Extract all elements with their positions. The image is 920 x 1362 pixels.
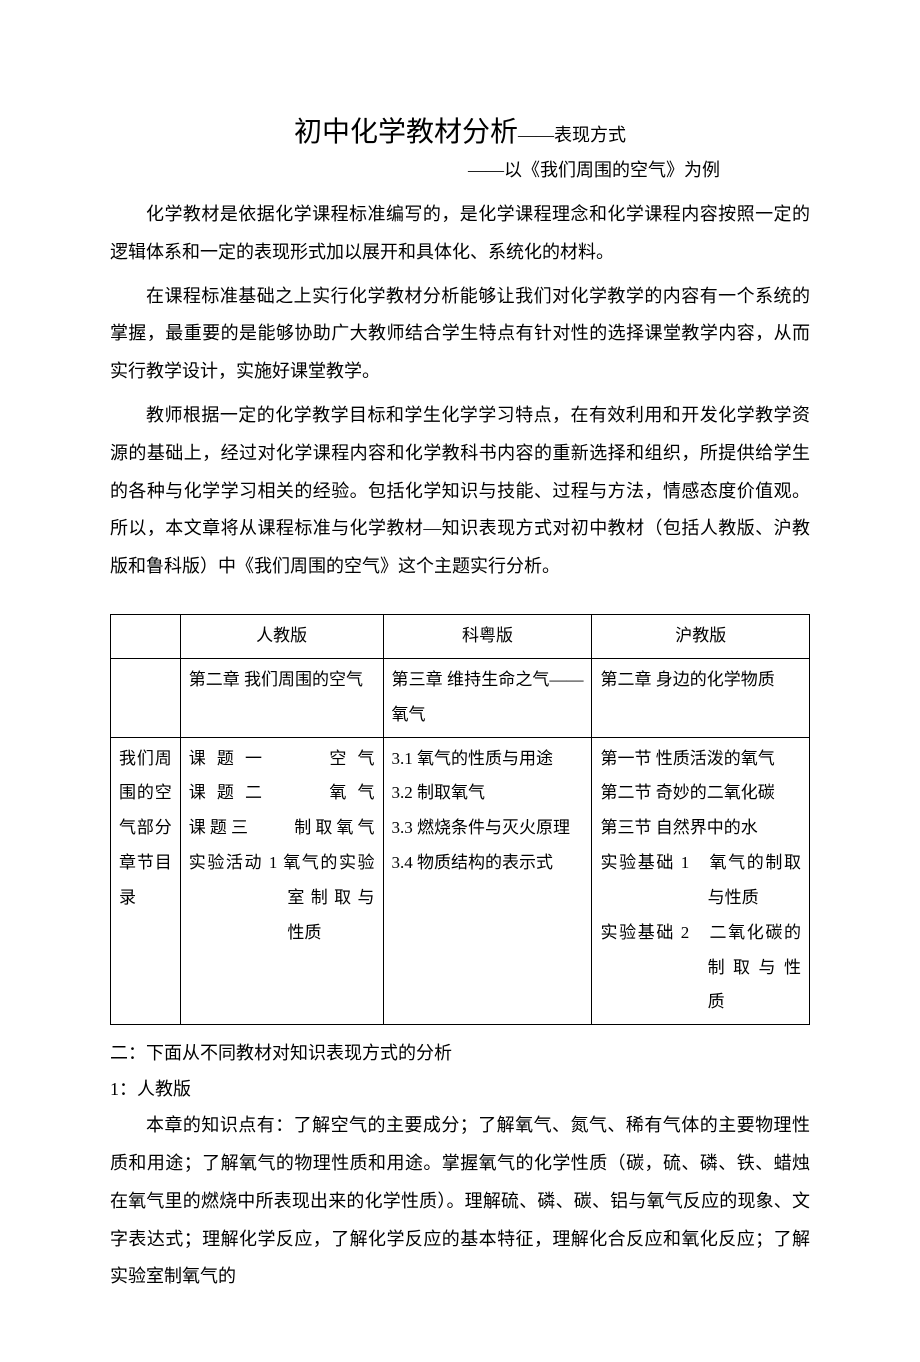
r2c3-l2: 第二节 奇妙的二氧化碳 bbox=[600, 776, 801, 811]
r2c1-l1: 课题一 空气 bbox=[189, 742, 375, 777]
cell-r1c3: 第二章 身边的化学物质 bbox=[592, 658, 810, 737]
cell-r1c2: 第三章 维持生命之气——氧气 bbox=[383, 658, 592, 737]
header-hujiao: 沪教版 bbox=[592, 614, 810, 658]
r2c3-l1: 第一节 性质活泼的氧气 bbox=[600, 742, 801, 777]
table-row-contents: 我们周围的空气部分章节目录 课题一 空气 课题二 氧气 课题三 制取氧气 实验活… bbox=[111, 737, 810, 1025]
r2c1-l4: 实验活动 1 氧气的实验 bbox=[189, 846, 375, 881]
paragraph-4: 本章的知识点有：了解空气的主要成分；了解氧气、氮气、稀有气体的主要物理性质和用途… bbox=[110, 1107, 810, 1296]
title-sub: 表现方式 bbox=[554, 125, 626, 145]
comparison-table: 人教版 科粤版 沪教版 第二章 我们周围的空气 第三章 维持生命之气——氧气 第… bbox=[110, 614, 810, 1025]
cell-r2c2: 3.1 氧气的性质与用途 3.2 制取氧气 3.3 燃烧条件与灭火原理 3.4 … bbox=[383, 737, 592, 1025]
cell-r1c1: 第二章 我们周围的空气 bbox=[180, 658, 383, 737]
cell-r1c0 bbox=[111, 658, 181, 737]
cell-r2c1: 课题一 空气 课题二 氧气 课题三 制取氧气 实验活动 1 氧气的实验 室制取与… bbox=[180, 737, 383, 1025]
r2c3-l5: 与性质 bbox=[600, 881, 801, 916]
r2c1-l5: 室制取与 bbox=[189, 881, 375, 916]
title-dash: —— bbox=[518, 125, 554, 145]
r2c1-l2: 课题二 氧气 bbox=[189, 776, 375, 811]
paragraph-2: 在课程标准基础之上实行化学教材分析能够让我们对化学教学的内容有一个系统的掌握，最… bbox=[110, 278, 810, 391]
table-header-row: 人教版 科粤版 沪教版 bbox=[111, 614, 810, 658]
document-title: 初中化学教材分析——表现方式 bbox=[110, 110, 810, 150]
header-keyue: 科粤版 bbox=[383, 614, 592, 658]
r2c3-l8: 质 bbox=[600, 985, 801, 1020]
r2c3-l7: 制取与性 bbox=[600, 951, 801, 986]
paragraph-3: 教师根据一定的化学教学目标和学生化学学习特点，在有效利用和开发化学教学资源的基础… bbox=[110, 397, 810, 586]
header-renjiao: 人教版 bbox=[180, 614, 383, 658]
section-2-1-heading: 1：人教版 bbox=[110, 1071, 810, 1107]
r2c1-l6: 性质 bbox=[189, 916, 375, 951]
r2c3-l4: 实验基础 1 氧气的制取 bbox=[600, 846, 801, 881]
document-subtitle: ——以《我们周围的空气》为例 bbox=[110, 156, 810, 182]
r2c1-l3: 课题三 制取氧气 bbox=[189, 811, 375, 846]
header-blank bbox=[111, 614, 181, 658]
table-row-chapter: 第二章 我们周围的空气 第三章 维持生命之气——氧气 第二章 身边的化学物质 bbox=[111, 658, 810, 737]
document-page: 初中化学教材分析——表现方式 ——以《我们周围的空气》为例 化学教材是依据化学课… bbox=[0, 0, 920, 1362]
cell-r2c0: 我们周围的空气部分章节目录 bbox=[111, 737, 181, 1025]
r2c3-l6: 实验基础 2 二氧化碳的 bbox=[600, 916, 801, 951]
cell-r2c3: 第一节 性质活泼的氧气 第二节 奇妙的二氧化碳 第三节 自然界中的水 实验基础 … bbox=[592, 737, 810, 1025]
title-main: 初中化学教材分析 bbox=[294, 117, 518, 148]
paragraph-1: 化学教材是依据化学课程标准编写的，是化学课程理念和化学课程内容按照一定的逻辑体系… bbox=[110, 196, 810, 272]
section-2-heading: 二：下面从不同教材对知识表现方式的分析 bbox=[110, 1035, 810, 1071]
r2c3-l3: 第三节 自然界中的水 bbox=[600, 811, 801, 846]
